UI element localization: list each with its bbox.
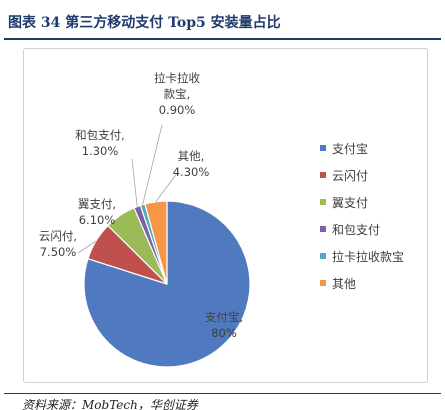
leader-line-5 — [155, 171, 179, 203]
source-note: 资料来源：MobTech，华创证券 — [22, 398, 198, 410]
legend-label-5: 其他 — [332, 277, 356, 291]
title-rule — [4, 38, 441, 40]
source-rule — [4, 393, 441, 394]
leader-line-1 — [77, 240, 97, 254]
data-label-2: 翼支付, 6.10% — [78, 197, 116, 227]
legend-label-1: 云闪付 — [332, 169, 368, 183]
data-label-3: 和包支付, 1.30% — [75, 128, 125, 158]
legend-label-2: 翼支付 — [332, 196, 368, 210]
legend-label-0: 支付宝 — [332, 142, 368, 156]
data-label-5: 其他, 4.30% — [173, 149, 210, 179]
legend-label-4: 拉卡拉收款宝 — [332, 249, 404, 264]
legend-swatch-4 — [320, 253, 326, 259]
data-label-0: 支付宝, 80% — [205, 310, 243, 340]
figure-title: 图表 34 第三方移动支付 Top5 安装量占比 — [8, 15, 281, 31]
data-label-1: 云闪付, 7.50% — [39, 229, 77, 259]
chart-frame: 支付宝, 80% 云闪付, 7.50% 翼支付, 6.10% 和包支付, 1.30% 拉卡拉收款… — [23, 48, 428, 383]
legend-swatch-2 — [320, 199, 326, 205]
data-label-4: 拉卡拉收款宝, 0.90% — [154, 71, 200, 117]
legend-swatch-1 — [320, 172, 326, 178]
legend-swatch-5 — [320, 280, 326, 286]
leader-line-4 — [142, 124, 163, 205]
pie-chart: 支付宝, 80% 云闪付, 7.50%翼支付, 6.10% 和包支付, 1.30% 拉卡拉收款… — [39, 71, 404, 368]
legend-swatch-3 — [320, 226, 326, 232]
legend-label-3: 和包支付 — [332, 223, 380, 237]
pie-slices — [83, 200, 251, 368]
data-labels: 支付宝, 80% 云闪付, 7.50%翼支付, 6.10% 和包支付, 1.30% 拉卡拉收款… — [39, 71, 243, 340]
leader-lines — [77, 124, 179, 254]
legend-swatch-0 — [320, 145, 326, 151]
leader-line-3 — [131, 158, 138, 207]
